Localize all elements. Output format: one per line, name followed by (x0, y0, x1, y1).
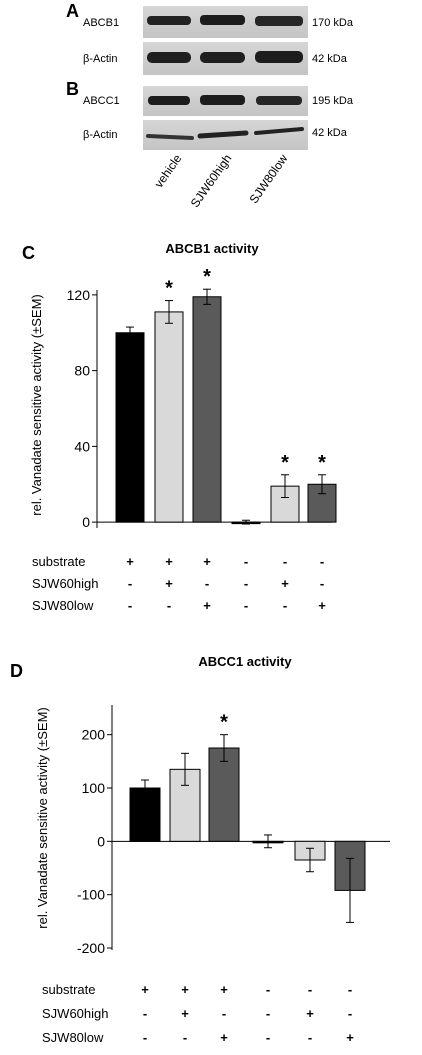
y-tick-label: 200 (82, 727, 106, 743)
condition-label: SJW80low (42, 1030, 104, 1045)
condition-sign: + (203, 598, 211, 613)
condition-sign: - (244, 554, 248, 569)
condition-sign: + (181, 982, 189, 997)
bar (115, 332, 145, 523)
chart-title: ABCB1 activity (165, 241, 259, 256)
actin-b-kda: 42 kDa (312, 127, 348, 139)
condition-sign: - (183, 1030, 187, 1045)
significance-marker: * (220, 712, 228, 734)
chart-title: ABCC1 activity (198, 654, 292, 669)
condition-label: SJW60high (42, 1006, 108, 1021)
condition-sign: - (348, 1006, 352, 1021)
panel-d-label: D (10, 661, 23, 681)
condition-sign: + (165, 576, 173, 591)
abcb1-blot (143, 6, 308, 38)
significance-marker: * (318, 452, 326, 474)
condition-sign: - (320, 554, 324, 569)
panel-c-label: C (22, 243, 35, 263)
abcc1-blot (143, 86, 308, 116)
condition-sign: + (220, 982, 228, 997)
abcc1-kda: 195 kDa (312, 95, 354, 107)
condition-sign: + (346, 1030, 354, 1045)
condition-sign: + (318, 598, 326, 613)
y-tick-label: 40 (74, 438, 90, 454)
condition-sign: - (283, 554, 287, 569)
y-tick-label: 100 (82, 780, 106, 796)
condition-sign: + (181, 1006, 189, 1021)
condition-sign: - (128, 598, 132, 613)
abcb1-label: ABCB1 (83, 17, 119, 29)
condition-label: substrate (42, 982, 95, 997)
abcb1-kda: 170 kDa (312, 17, 354, 29)
condition-sign: + (126, 554, 134, 569)
condition-sign: - (266, 1006, 270, 1021)
condition-sign: - (283, 598, 287, 613)
y-tick-label: -200 (77, 940, 105, 956)
abcc1-label: ABCC1 (83, 95, 120, 107)
chart-abcc1-activity: ABCC1 activity -200 -100 0 100 200 rel. Vanada… (35, 654, 390, 1045)
actin-b-label: β-Actin (83, 129, 117, 141)
condition-sign: - (308, 1030, 312, 1045)
bar (129, 787, 161, 842)
panel-a-label: A (66, 1, 79, 21)
lane-label: SJW60high (188, 152, 235, 210)
condition-sign: - (266, 1030, 270, 1045)
condition-sign: - (308, 982, 312, 997)
actin-a-label: β-Actin (83, 53, 117, 65)
significance-marker: * (165, 278, 173, 300)
bar (208, 747, 240, 842)
panel-b-label: B (66, 79, 79, 99)
condition-sign: + (306, 1006, 314, 1021)
condition-sign: - (244, 576, 248, 591)
condition-sign: - (128, 576, 132, 591)
y-tick-label: 120 (67, 287, 91, 303)
condition-sign: + (165, 554, 173, 569)
actin-a-blot (143, 42, 308, 75)
condition-sign: + (281, 576, 289, 591)
condition-sign: + (141, 982, 149, 997)
y-tick-label: 80 (74, 363, 90, 379)
condition-sign: - (143, 1006, 147, 1021)
condition-sign: - (167, 598, 171, 613)
actin-b-blot (143, 120, 308, 150)
lane-label: SJW80low (246, 151, 290, 206)
bar (192, 296, 222, 523)
y-tick-label: -100 (77, 887, 105, 903)
significance-marker: * (281, 452, 289, 474)
y-tick-label: 0 (82, 514, 90, 530)
chart-abcb1-activity: ABCB1 activity 0 40 80 120 rel. Vanadate sens… (29, 241, 337, 613)
condition-sign: - (205, 576, 209, 591)
condition-sign: - (222, 1006, 226, 1021)
y-tick-label: 0 (97, 833, 105, 849)
lane-label: vehicle (152, 151, 185, 190)
condition-sign: - (320, 576, 324, 591)
condition-sign: - (348, 982, 352, 997)
condition-label: substrate (32, 554, 85, 569)
bar (154, 311, 184, 523)
condition-sign: - (143, 1030, 147, 1045)
actin-a-kda: 42 kDa (312, 53, 348, 65)
condition-sign: + (220, 1030, 228, 1045)
condition-sign: - (244, 598, 248, 613)
y-axis-label: rel. Vanadate sensitive activity (±SEM) (29, 294, 44, 515)
y-axis-label: rel. Vanadate sensitive activity (±SEM) (35, 707, 50, 928)
condition-label: SJW60high (32, 576, 98, 591)
significance-marker: * (203, 266, 211, 288)
condition-sign: + (203, 554, 211, 569)
condition-sign: - (266, 982, 270, 997)
condition-label: SJW80low (32, 598, 94, 613)
